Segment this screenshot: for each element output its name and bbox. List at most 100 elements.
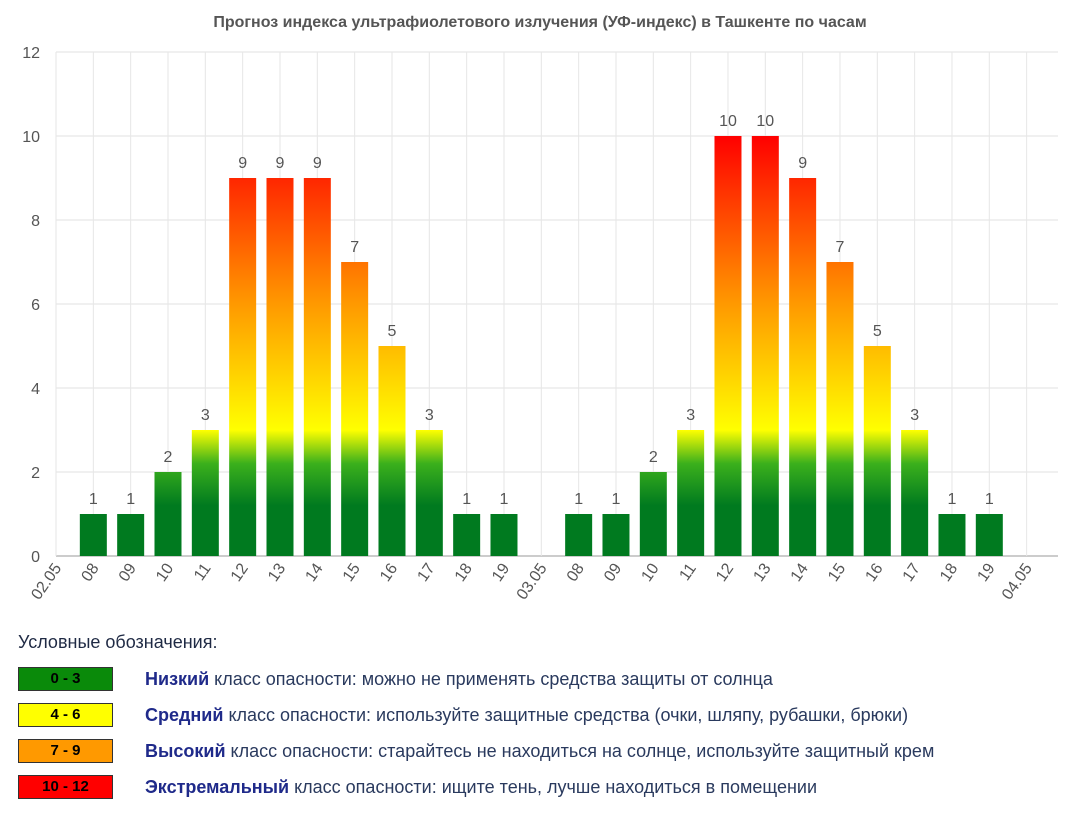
- bar-value-label: 7: [836, 239, 845, 256]
- bar-value-label: 3: [201, 407, 210, 424]
- bar-value-label: 1: [89, 491, 98, 508]
- x-tick-label: 08: [78, 560, 102, 584]
- uv-chart: Прогноз индекса ультрафиолетового излуче…: [22, 14, 1058, 603]
- x-tick-label: 19: [974, 560, 998, 584]
- y-tick-label: 8: [31, 213, 40, 230]
- legend-swatch-low: 0 - 3: [18, 667, 113, 691]
- bar: [229, 178, 257, 556]
- bar-value-label: 1: [462, 491, 471, 508]
- x-tick-label: 09: [601, 560, 625, 584]
- x-tick-label: 04.05: [999, 560, 1036, 603]
- bar: [117, 514, 145, 556]
- bar: [565, 514, 593, 556]
- bar: [826, 262, 854, 556]
- bar: [901, 430, 929, 556]
- y-tick-label: 6: [31, 297, 40, 314]
- bar-value-label: 9: [238, 155, 247, 172]
- x-tick-label: 14: [302, 560, 326, 584]
- bar-value-label: 2: [164, 449, 173, 466]
- x-tick-label: 15: [825, 560, 849, 584]
- bar-value-label: 9: [276, 155, 285, 172]
- bar-value-label: 1: [948, 491, 957, 508]
- bar: [975, 514, 1003, 556]
- bar-value-label: 3: [425, 407, 434, 424]
- bar: [415, 430, 443, 556]
- y-tick-label: 4: [31, 381, 40, 398]
- x-tick-label: 10: [153, 560, 177, 584]
- x-tick-label: 16: [377, 560, 401, 584]
- bar-value-label: 1: [612, 491, 621, 508]
- bar: [191, 430, 219, 556]
- legend-row-low: 0 - 3 Низкий класс опасности: можно не п…: [18, 665, 1068, 701]
- legend-level-high: Высокий: [145, 741, 226, 761]
- x-tick-label: 18: [937, 560, 961, 584]
- chart-plot: 02468101202.0510810921031191291391471551…: [22, 45, 1058, 603]
- legend-text-extreme: Экстремальный класс опасности: ищите тен…: [145, 777, 817, 798]
- x-tick-label: 08: [564, 560, 588, 584]
- legend-text-moderate: Средний класс опасности: используйте защ…: [145, 705, 908, 726]
- bar: [602, 514, 630, 556]
- x-tick-label: 19: [489, 560, 513, 584]
- legend-row-high: 7 - 9 Высокий класс опасности: старайтес…: [18, 737, 1068, 773]
- bar-value-label: 9: [313, 155, 322, 172]
- bar: [490, 514, 518, 556]
- legend-swatch-extreme: 10 - 12: [18, 775, 113, 799]
- bar: [303, 178, 331, 556]
- x-tick-label: 03.05: [514, 560, 551, 603]
- x-tick-label: 18: [452, 560, 476, 584]
- legend-heading: Условные обозначения:: [18, 632, 218, 652]
- bar: [789, 178, 817, 556]
- x-tick-label: 12: [713, 560, 737, 584]
- x-tick-label: 09: [116, 560, 140, 584]
- bar: [154, 472, 182, 556]
- legend-level-extreme: Экстремальный: [145, 777, 290, 797]
- legend-level-low: Низкий: [145, 669, 210, 689]
- x-tick-label: 16: [862, 560, 886, 584]
- chart-title: Прогноз индекса ультрафиолетового излуче…: [213, 14, 867, 31]
- bar-value-label: 10: [756, 113, 774, 130]
- legend-text-high: Высокий класс опасности: старайтесь не н…: [145, 741, 934, 762]
- bar: [714, 136, 742, 556]
- x-tick-label: 12: [228, 560, 252, 584]
- bar: [453, 514, 481, 556]
- bar-value-label: 1: [985, 491, 994, 508]
- bar-value-label: 7: [350, 239, 359, 256]
- bar-value-label: 5: [873, 323, 882, 340]
- bar: [677, 430, 705, 556]
- bar: [938, 514, 966, 556]
- bar: [751, 136, 779, 556]
- bar: [639, 472, 667, 556]
- legend-row-extreme: 10 - 12 Экстремальный класс опасности: и…: [18, 773, 1068, 809]
- x-tick-label: 17: [900, 560, 924, 584]
- bar: [863, 346, 891, 556]
- bar-value-label: 1: [126, 491, 135, 508]
- bar-value-label: 5: [388, 323, 397, 340]
- x-tick-label: 11: [191, 560, 215, 583]
- bar: [378, 346, 406, 556]
- y-tick-label: 10: [22, 129, 40, 146]
- bar-value-label: 1: [500, 491, 509, 508]
- legend-swatch-high: 7 - 9: [18, 739, 113, 763]
- legend-level-moderate: Средний: [145, 705, 224, 725]
- x-tick-label: 15: [340, 560, 364, 584]
- bar-value-label: 3: [686, 407, 695, 424]
- x-tick-label: 02.05: [28, 560, 65, 603]
- y-tick-label: 2: [31, 465, 40, 482]
- bar-value-label: 10: [719, 113, 737, 130]
- y-tick-label: 12: [22, 45, 40, 62]
- bar-value-label: 1: [574, 491, 583, 508]
- bar-value-label: 9: [798, 155, 807, 172]
- x-tick-label: 10: [638, 560, 662, 584]
- legend-row-moderate: 4 - 6 Средний класс опасности: используй…: [18, 701, 1068, 737]
- bar: [266, 178, 294, 556]
- legend-text-low: Низкий класс опасности: можно не применя…: [145, 669, 773, 690]
- bar: [341, 262, 369, 556]
- legend-swatch-moderate: 4 - 6: [18, 703, 113, 727]
- legend-desc-low: класс опасности: можно не применять сред…: [209, 669, 773, 689]
- x-tick-label: 14: [788, 560, 812, 584]
- bar-value-label: 3: [910, 407, 919, 424]
- x-tick-label: 11: [676, 560, 700, 583]
- x-tick-label: 13: [265, 560, 289, 584]
- legend: Условные обозначения: 0 - 3 Низкий класс…: [18, 632, 1068, 809]
- bar-value-label: 2: [649, 449, 658, 466]
